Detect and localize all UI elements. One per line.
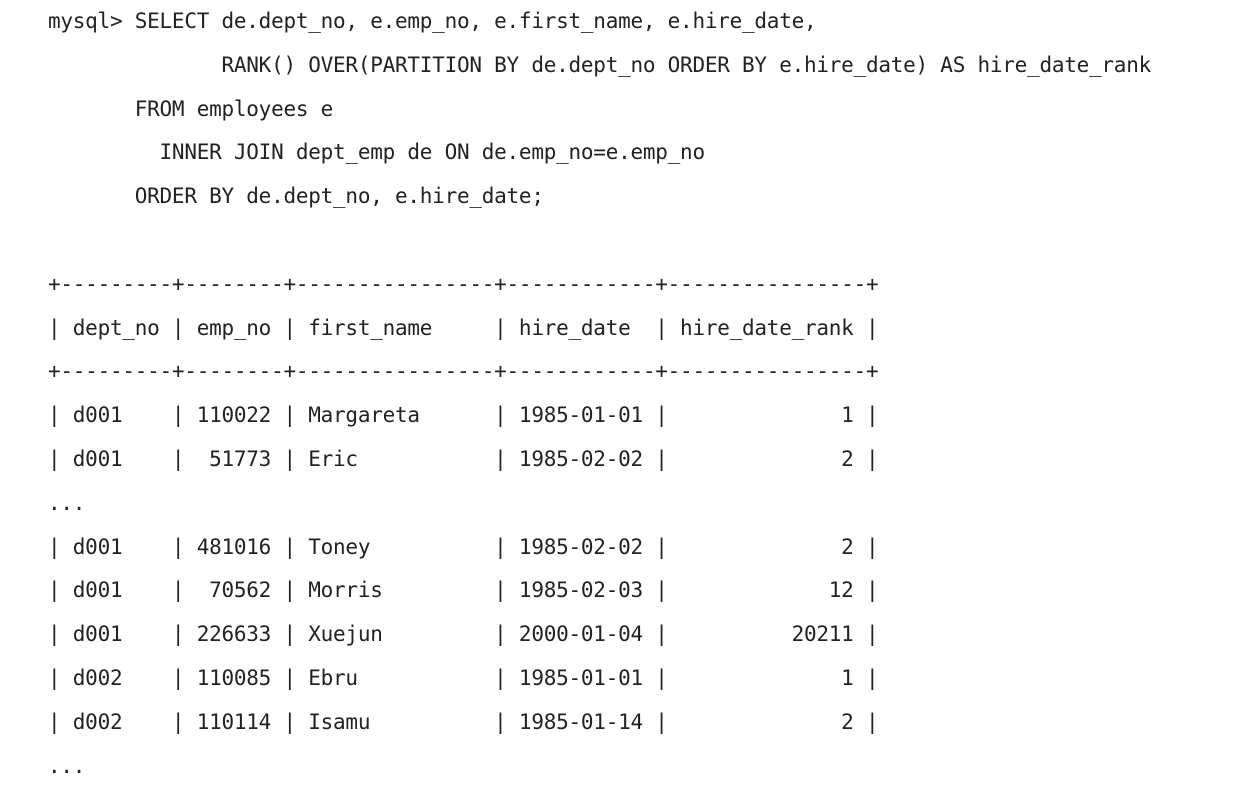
result-ellipsis: ...	[48, 490, 86, 515]
result-row: | d001 | 110022 | Margareta | 1985-01-01…	[48, 403, 879, 428]
query-line-order-by: ORDER BY de.dept_no, e.hire_date;	[48, 184, 544, 209]
result-row: | d001 | 481016 | Toney | 1985-02-02 | 2…	[48, 534, 879, 559]
result-row: | d002 | 110085 | Ebru | 1985-01-01 | 1 …	[48, 665, 879, 690]
terminal-output: mysql> SELECT de.dept_no, e.emp_no, e.fi…	[48, 0, 1248, 788]
query-line-rank: RANK() OVER(PARTITION BY de.dept_no ORDE…	[48, 52, 1152, 77]
query-line-join: INNER JOIN dept_emp de ON de.emp_no=e.em…	[48, 140, 706, 165]
result-border-top: +---------+--------+----------------+---…	[48, 271, 879, 296]
result-row: | d001 | 226633 | Xuejun | 2000-01-04 | …	[48, 622, 879, 647]
result-row: | d001 | 70562 | Morris | 1985-02-03 | 1…	[48, 578, 879, 603]
result-border-mid: +---------+--------+----------------+---…	[48, 359, 879, 384]
query-line-select: mysql> SELECT de.dept_no, e.emp_no, e.fi…	[48, 9, 817, 33]
result-row: | d002 | 110114 | Isamu | 1985-01-14 | 2…	[48, 709, 879, 734]
spacer	[48, 219, 1248, 263]
result-row: | d001 | 51773 | Eric | 1985-02-02 | 2 |	[48, 446, 879, 471]
result-ellipsis: ...	[48, 753, 86, 778]
result-header-row: | dept_no | emp_no | first_name | hire_d…	[48, 315, 879, 340]
query-line-from: FROM employees e	[48, 96, 334, 121]
